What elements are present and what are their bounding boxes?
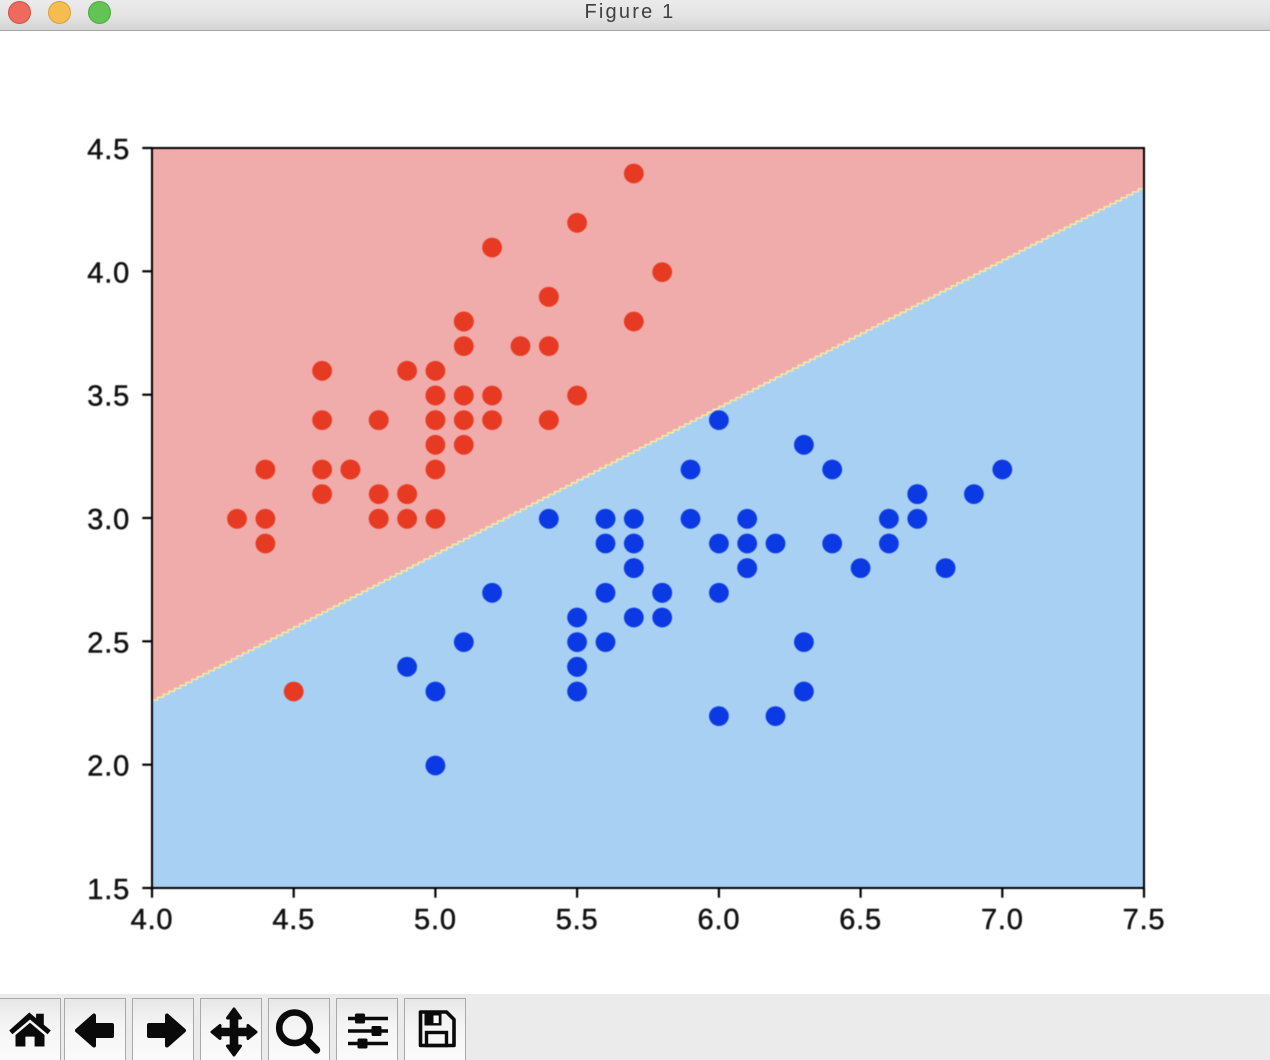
svg-text:7.5: 7.5	[1123, 904, 1166, 936]
svg-text:5.0: 5.0	[414, 904, 457, 936]
svg-text:2.0: 2.0	[87, 751, 130, 783]
svg-text:1.5: 1.5	[87, 874, 130, 906]
svg-text:3.5: 3.5	[87, 381, 130, 413]
svg-text:2.5: 2.5	[87, 627, 130, 659]
svg-text:6.5: 6.5	[839, 904, 882, 936]
svg-text:4.0: 4.0	[87, 257, 130, 289]
svg-text:4.0: 4.0	[131, 904, 174, 936]
svg-text:6.0: 6.0	[698, 904, 741, 936]
svg-text:5.5: 5.5	[556, 904, 599, 936]
svg-text:4.5: 4.5	[87, 134, 130, 166]
svg-text:4.5: 4.5	[272, 904, 315, 936]
svg-text:7.0: 7.0	[981, 904, 1024, 936]
svg-text:3.0: 3.0	[87, 504, 130, 536]
